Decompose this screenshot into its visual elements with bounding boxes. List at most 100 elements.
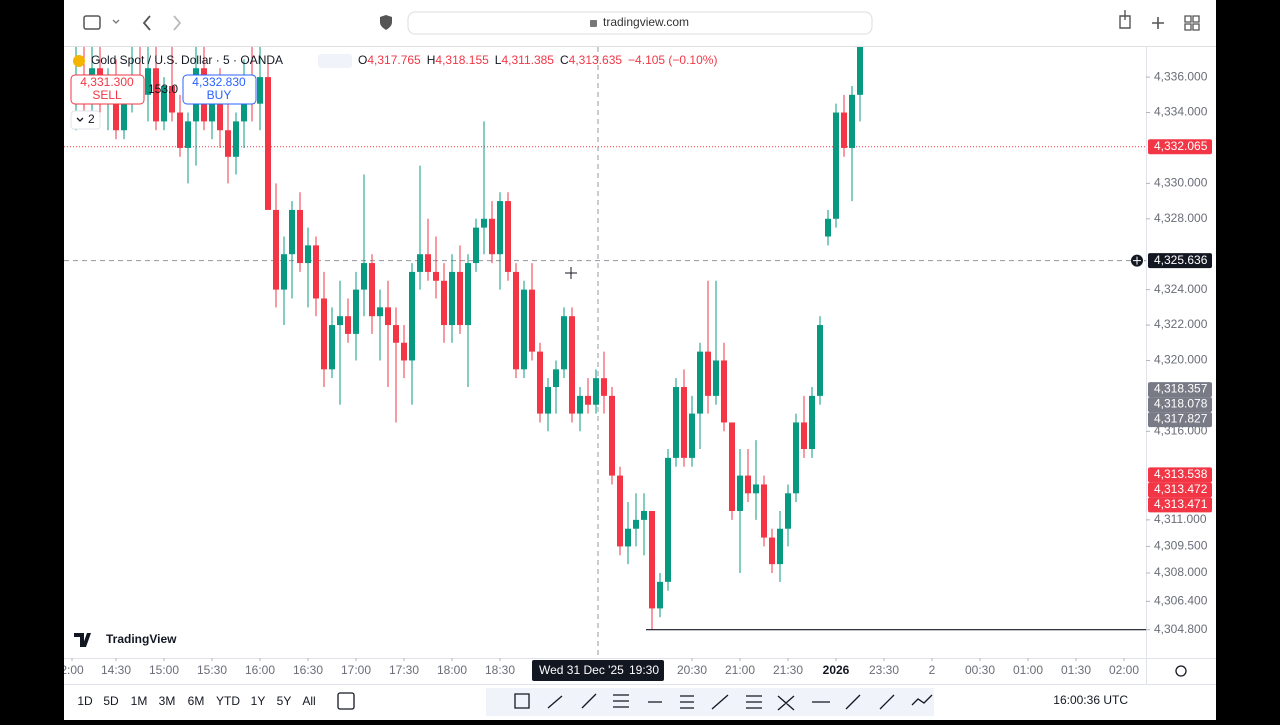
candle-body [145,68,151,95]
y-tick-label: 4,336.000 [1154,69,1208,83]
x-tick-label: 23:30 [869,663,899,677]
price-label: 4,317.827 [1154,412,1208,426]
candle-body [521,289,527,370]
share[interactable] [1119,10,1131,29]
buy-price: 4,332.830 [192,75,246,89]
legend-key: O [358,53,367,67]
range-button[interactable]: YTD [216,694,240,708]
tabs[interactable] [1184,15,1200,31]
candle-body [457,271,463,326]
sell-label: SELL [92,88,122,102]
candle-body [481,218,487,228]
indicators-toggle[interactable] [70,110,101,130]
buy-button[interactable] [182,74,257,105]
settings-icon[interactable] [1175,665,1187,677]
x-tick-label: 17:00 [341,663,371,677]
range-button[interactable]: 1M [131,694,148,708]
legend-key: H [427,53,436,67]
candle-body [777,528,783,565]
candle-body [721,360,727,423]
drawing-tools[interactable] [514,693,933,711]
candle-body [673,387,679,458]
candle-body [513,271,519,370]
range-button[interactable]: 1D [77,694,93,708]
price-label-bg [1148,482,1212,498]
price-label: 4,313.538 [1154,467,1208,481]
url: tradingview.com [603,15,689,29]
candle-body [793,422,799,494]
cursor [565,267,577,279]
new-tab[interactable] [1152,17,1164,29]
candle-body [177,112,183,148]
buy-label: BUY [207,88,232,102]
candle-body [441,280,447,326]
candle-body [561,316,567,370]
candle-body [505,201,511,272]
x-tick-label: 17:30 [389,663,419,677]
candle-body [169,85,175,113]
drawing-toolbar [486,688,934,716]
app-bg [64,0,1216,720]
candle-body [433,271,439,281]
candle-body [329,325,335,370]
candle-body [817,325,823,396]
shield[interactable] [380,15,392,30]
x-tick-label: 20:30 [677,663,707,677]
candle-body [841,112,847,148]
candle-body [321,298,327,370]
range-button[interactable]: 6M [188,694,205,708]
status-badge [318,54,352,68]
chevron[interactable] [112,19,120,24]
legend-value: 4,311.385 [501,53,554,67]
candle-body [553,369,559,388]
crosshair-time: 19:30 [629,663,659,677]
y-tick-label: 4,330.000 [1154,176,1208,190]
price-label-bg [1148,412,1212,428]
price-label-bg [1148,467,1212,483]
legend-value: 4,313.635 [569,53,623,67]
candle-body [537,351,543,414]
symbol-icon [73,55,85,67]
crosshair-time-bg [532,660,664,681]
candle-body [369,263,375,317]
candle-body [849,94,855,148]
range-button[interactable]: All [302,694,315,708]
candle-body [649,511,655,609]
candle-body [425,254,431,272]
candle-body [569,316,575,414]
x-tick-label: 21:30 [773,663,803,677]
plot [64,47,1146,658]
x-tick-label: 2026 [823,663,850,677]
candle-body [305,245,311,264]
last-price-label-bg [1148,139,1212,155]
price-label-bg [1148,497,1212,513]
candle-body [265,77,271,210]
candle-body [625,528,631,547]
crosshair-price: 4,325.636 [1154,253,1208,267]
forward[interactable] [173,15,182,31]
symbol-title: Gold Spot / U.S. Dollar · 5 · OANDA [91,53,283,67]
range-button[interactable]: 5Y [277,694,292,708]
lock [590,20,597,27]
range-button[interactable]: 5D [103,694,119,708]
candle-body [665,457,671,582]
logo-text: TradingView [106,632,177,646]
candle-body [601,378,607,396]
indicators-chevron [76,117,84,122]
sell-button[interactable] [70,74,145,105]
y-tick-label: 4,311.000 [1154,512,1207,526]
url-field[interactable] [407,11,873,35]
candle-body [385,307,391,326]
replay-icon[interactable] [337,692,355,710]
sidebar-icon[interactable] [83,15,101,30]
price-label: 4,318.078 [1154,397,1208,411]
candle-body [809,395,815,450]
sell-price: 4,331.300 [80,75,134,89]
candle-body [833,112,839,219]
candle-body [289,209,295,255]
legend-value: −4.105 (−0.10%) [628,53,717,67]
last-price-label: 4,332.065 [1154,139,1208,153]
range-button[interactable]: 3M [159,694,176,708]
back[interactable] [142,15,151,31]
range-button[interactable]: 1Y [251,694,266,708]
